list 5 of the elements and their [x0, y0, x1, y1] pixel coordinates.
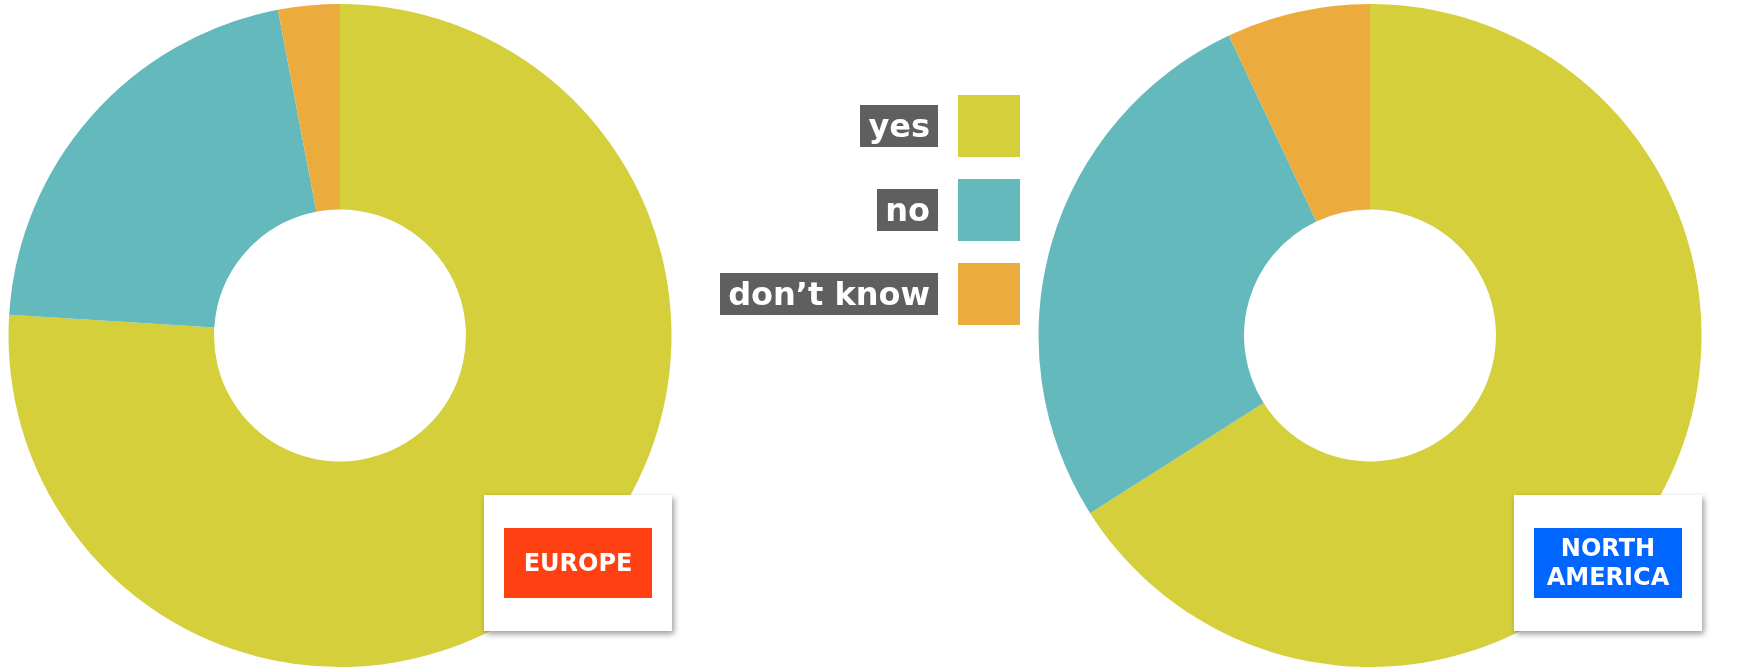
text: NORTH AMERICA [1534, 528, 1682, 598]
legend-label: yes [860, 105, 938, 147]
legend-label: don’t know [720, 273, 938, 315]
legend-label: no [877, 189, 938, 231]
text: EUROPE [504, 528, 652, 598]
